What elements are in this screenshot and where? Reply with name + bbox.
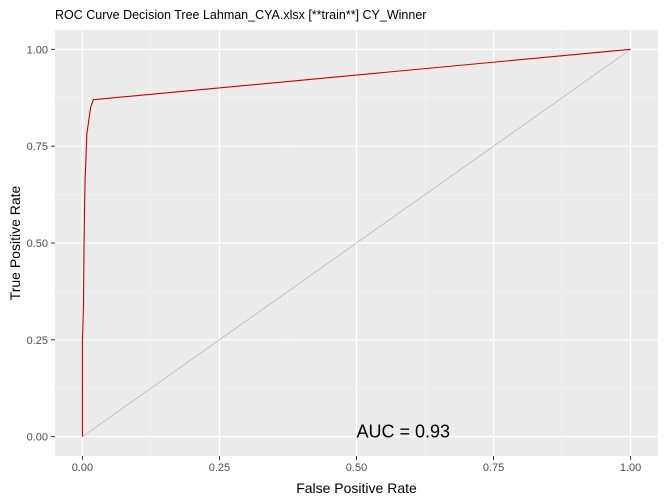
reference-line: [82, 49, 631, 437]
y-tick-label: 0.75: [27, 141, 48, 153]
y-tick-label: 0.50: [27, 238, 48, 250]
y-tick-label: 1.00: [27, 44, 48, 56]
y-axis-title: True Positive Rate: [7, 185, 23, 300]
x-tick-label: 0.25: [209, 462, 230, 474]
y-axis: 0.00 0.25 0.50 0.75 1.00: [27, 44, 55, 444]
y-tick-label: 0.25: [27, 335, 48, 347]
roc-curve-line: [81, 48, 631, 437]
chart-title: ROC Curve Decision Tree Lahman_CYA.xlsx …: [55, 8, 426, 22]
x-tick-label: 0.00: [72, 462, 93, 474]
reference-diagonal: [82, 49, 631, 437]
x-axis: 0.00 0.25 0.50 0.75 1.00: [72, 456, 641, 474]
auc-annotation: AUC = 0.93: [357, 422, 451, 442]
x-axis-title: False Positive Rate: [296, 480, 417, 496]
series-group: [81, 48, 631, 437]
x-tick-label: 1.00: [620, 462, 641, 474]
y-tick-label: 0.00: [27, 432, 48, 444]
x-tick-label: 0.50: [346, 462, 367, 474]
x-tick-label: 0.75: [483, 462, 504, 474]
